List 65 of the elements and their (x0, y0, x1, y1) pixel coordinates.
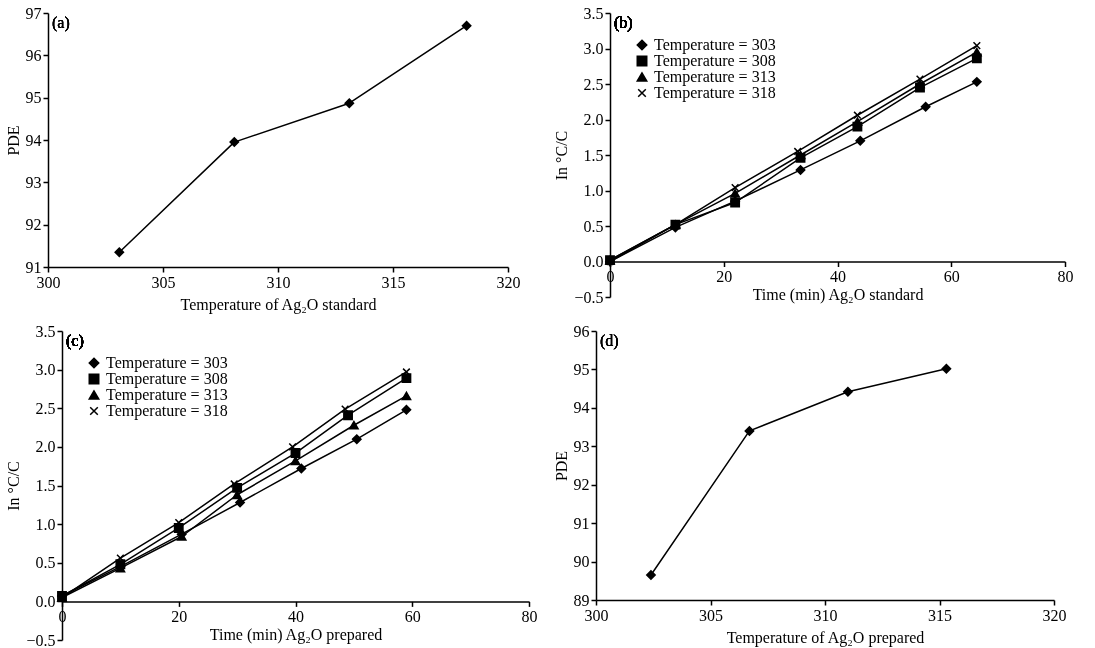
y-tick-label: 0.5 (583, 217, 604, 235)
x-tick-label: 40 (830, 268, 846, 285)
y-tick-label: 89 (573, 591, 590, 609)
y-tick-label: 96 (573, 322, 590, 340)
y-tick-label: 92 (25, 216, 42, 234)
y-tick-label: 2.0 (583, 111, 604, 128)
legend-label: Temperature = 303 (654, 36, 776, 54)
x-tick-label: 40 (288, 607, 304, 625)
legend-label: Temperature = 303 (106, 354, 228, 372)
y-axis-title: PDE (552, 450, 570, 482)
y-tick-label: 3.5 (583, 4, 604, 22)
y-tick-label: 0.0 (35, 592, 56, 610)
x-tick-label: 315 (928, 606, 952, 624)
x-axis-title: Temperature of Ag₂O standard (180, 295, 377, 314)
y-tick-label: 3.0 (35, 361, 56, 379)
y-tick-label: 94 (573, 399, 590, 417)
x-tick-label: 300 (36, 273, 61, 291)
x-tick-label: 320 (1042, 606, 1067, 624)
y-tick-label: 1.5 (583, 146, 604, 164)
y-tick-label: −0.5 (26, 631, 56, 648)
x-tick-label: 320 (496, 273, 521, 291)
x-tick-label: 60 (943, 268, 960, 285)
y-axis-title: In °C/C (553, 130, 571, 181)
y-tick-label: 91 (573, 514, 590, 532)
annotation: (c) (66, 332, 84, 350)
x-tick-label: 80 (1057, 268, 1074, 285)
y-tick-label: 1.0 (35, 515, 56, 533)
x-tick-label: 310 (266, 273, 291, 291)
x-tick-label: 305 (699, 606, 723, 624)
x-tick-label: 60 (404, 607, 421, 625)
y-tick-label: 91 (25, 258, 42, 276)
annotation: (a) (52, 14, 70, 32)
x-tick-label: 300 (584, 606, 609, 624)
x-tick-label: 20 (171, 607, 188, 625)
y-tick-label: 90 (573, 553, 590, 571)
x-tick-label: 305 (151, 273, 176, 291)
x-axis-title: Temperature of Ag₂O prepared (726, 628, 925, 647)
y-tick-label: 95 (573, 360, 590, 378)
y-tick-label: 2.0 (35, 438, 56, 456)
annotation: (d) (600, 332, 619, 350)
y-tick-label: 1.5 (35, 477, 56, 494)
y-tick-label: 3.0 (583, 40, 604, 57)
y-tick-label: 93 (25, 173, 42, 191)
y-tick-label: 97 (25, 4, 42, 22)
y-tick-label: 92 (573, 476, 590, 494)
y-tick-label: 2.5 (35, 399, 56, 417)
y-tick-label: −0.5 (574, 288, 604, 306)
y-tick-label: 93 (573, 437, 590, 455)
x-tick-label: 80 (521, 607, 538, 625)
y-tick-label: 2.5 (583, 75, 604, 93)
y-axis-title: In °C/C (5, 461, 23, 511)
y-tick-label: 0.5 (35, 554, 56, 572)
y-tick-label: 3.5 (35, 322, 56, 340)
y-tick-label: 0.0 (583, 253, 604, 270)
x-tick-label: 310 (813, 606, 838, 624)
x-axis-title: Time (min) Ag₂O standard (752, 286, 924, 304)
x-tick-label: 20 (716, 268, 733, 285)
y-tick-label: 95 (25, 89, 42, 107)
y-axis-title: PDE (4, 125, 22, 156)
x-axis-title: Time (min) Ag₂O prepared (209, 625, 383, 644)
y-tick-label: 1.0 (583, 182, 604, 199)
y-tick-label: 94 (25, 131, 42, 149)
annotation: (b) (614, 14, 633, 32)
x-tick-label: 315 (381, 273, 406, 291)
y-tick-label: 96 (25, 46, 42, 64)
